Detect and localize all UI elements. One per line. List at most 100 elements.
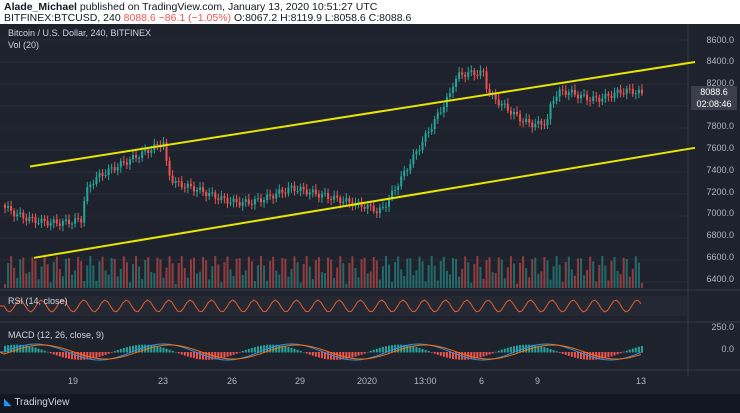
macd-histogram-bar [327, 352, 330, 360]
candle-body [324, 193, 326, 195]
volume-bar [433, 265, 436, 288]
volume-bar [92, 265, 95, 288]
candle-body [461, 72, 464, 75]
candle-body [302, 186, 305, 190]
footer-bar: ◣ TradingView [0, 394, 740, 413]
candle-body [595, 96, 598, 98]
macd-histogram-bar [162, 347, 165, 353]
volume-bar [601, 256, 604, 288]
candle-body [601, 98, 604, 102]
candle-body [330, 198, 333, 200]
macd-histogram-bar [540, 346, 543, 353]
volume-bar [77, 256, 80, 288]
current-price-tag: 8088.6 02:08:46 [691, 86, 737, 110]
candle-body [52, 219, 55, 223]
volume-bar [46, 264, 49, 288]
volume-bar [49, 282, 52, 288]
candle-body [196, 189, 198, 192]
candle-body [543, 124, 546, 126]
macd-histogram-bar [391, 345, 394, 353]
candle-body [7, 206, 10, 208]
macd-histogram-bar [7, 345, 10, 353]
volume-bar [634, 256, 637, 288]
macd-histogram-bar [16, 344, 19, 353]
candle-body [37, 222, 40, 224]
volume-bar [378, 279, 381, 288]
volume-bar [525, 268, 528, 288]
candle-body [177, 180, 180, 182]
volume-bar [101, 256, 104, 288]
candle-body [403, 170, 406, 177]
candle-body [180, 181, 183, 188]
candle-body [384, 206, 387, 208]
volume-bar [95, 280, 98, 288]
volume-legend: Vol (20) [8, 40, 40, 50]
macd-histogram-bar [381, 346, 384, 353]
price-axis[interactable]: 8600.0 8400.0 8200.0 7800.0 7600.0 7400.… [688, 24, 740, 394]
macd-histogram-bar [564, 352, 567, 355]
candle-body [186, 183, 189, 188]
volume-bar [202, 257, 205, 288]
macd-histogram-bar [199, 352, 202, 360]
candle-body [586, 94, 589, 101]
volume-bar [455, 258, 458, 288]
candle-body [269, 194, 272, 196]
candle-body [305, 189, 308, 195]
candle-body [226, 197, 229, 204]
macd-histogram-bar [302, 351, 305, 353]
macd-histogram-bar [202, 352, 205, 360]
volume-bar [52, 262, 55, 288]
candle-body [516, 111, 518, 115]
volume-bar [37, 279, 40, 288]
volume-bar [141, 279, 144, 288]
macd-histogram-bar [534, 345, 537, 353]
volume-bar [284, 258, 287, 288]
candle-body [573, 89, 576, 95]
chart-area[interactable] [0, 24, 740, 394]
candle-body [19, 212, 22, 215]
volume-bar [488, 257, 491, 288]
symbol-name: BITFINEX:BTCUSD, 240 [4, 12, 121, 24]
macd-histogram-bar [558, 352, 561, 353]
macd-histogram-bar [49, 352, 52, 354]
tradingview-logo[interactable]: ◣ TradingView [4, 397, 69, 408]
candle-body [442, 107, 445, 113]
volume-bar [372, 257, 375, 288]
volume-bar [150, 271, 153, 288]
macd-histogram-bar [311, 352, 314, 356]
volume-bar [302, 264, 305, 288]
candle-body [122, 161, 125, 163]
candle-body [119, 161, 122, 168]
volume-bar [595, 281, 598, 288]
candle-body [381, 207, 384, 209]
macd-histogram-bar [37, 348, 40, 353]
macd-histogram-bar [436, 352, 439, 355]
candle-body [363, 207, 366, 209]
macd-histogram-bar [336, 352, 339, 360]
volume-bar [430, 256, 433, 288]
candle-body [561, 89, 564, 91]
candle-body [531, 122, 534, 128]
candle-body [58, 223, 61, 226]
candle-body [214, 192, 217, 199]
macd-histogram-bar [284, 346, 287, 353]
candle-body [61, 221, 64, 226]
author-name[interactable]: Alade_Michael [4, 1, 77, 13]
volume-bar [196, 273, 198, 288]
candle-body [43, 218, 46, 222]
candle-body [86, 187, 89, 202]
candle-body [406, 170, 409, 172]
volume-bar [363, 257, 366, 288]
macd-histogram-bar [186, 352, 189, 357]
candle-body [339, 197, 342, 203]
macd-histogram-bar [110, 352, 113, 353]
volume-bar [199, 271, 202, 288]
volume-bar [162, 277, 165, 288]
macd-histogram-bar [519, 345, 522, 353]
volume-bar [287, 276, 290, 288]
candle-body [470, 70, 473, 73]
price-tick: 8200.0 [706, 78, 734, 88]
volume-bar [406, 258, 409, 288]
volume-bar [604, 265, 607, 288]
volume-bar [622, 257, 625, 288]
